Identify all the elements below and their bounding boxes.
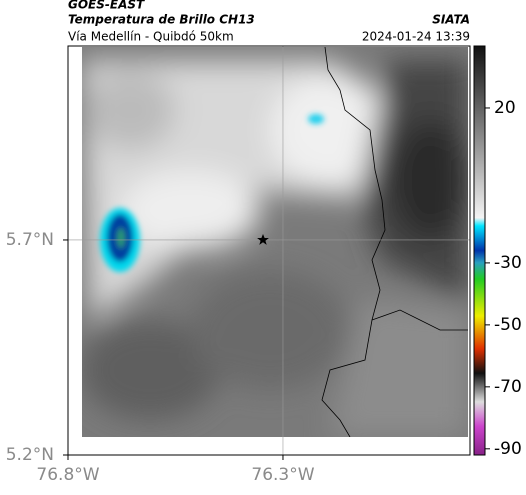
datetime: 2024-01-24 13:39 (362, 30, 470, 44)
product: Temperatura de Brillo CH13 (68, 13, 255, 27)
colorbar (473, 45, 486, 456)
satellite-image (82, 47, 468, 437)
y-tick-label: 5.7°N (6, 230, 54, 250)
region: Vía Medellín - Quibdó 50km (68, 30, 234, 44)
y-tick-label: 5.2°N (6, 445, 54, 465)
colorbar-tick-label: -50 (494, 315, 522, 335)
location-marker (257, 234, 269, 245)
x-tick-label: 76.3°W (251, 465, 314, 485)
source: SIATA (432, 13, 470, 27)
colorbar-tick-label: 20 (494, 98, 516, 118)
colorbar-tick-label: -70 (494, 377, 522, 397)
map-frame (67, 45, 471, 456)
x-tick-label: 76.8°W (36, 465, 99, 485)
colorbar-tick-label: -90 (494, 439, 522, 459)
satellite: GOES-EAST (68, 0, 145, 12)
colorbar-tick-label: -30 (494, 253, 522, 273)
